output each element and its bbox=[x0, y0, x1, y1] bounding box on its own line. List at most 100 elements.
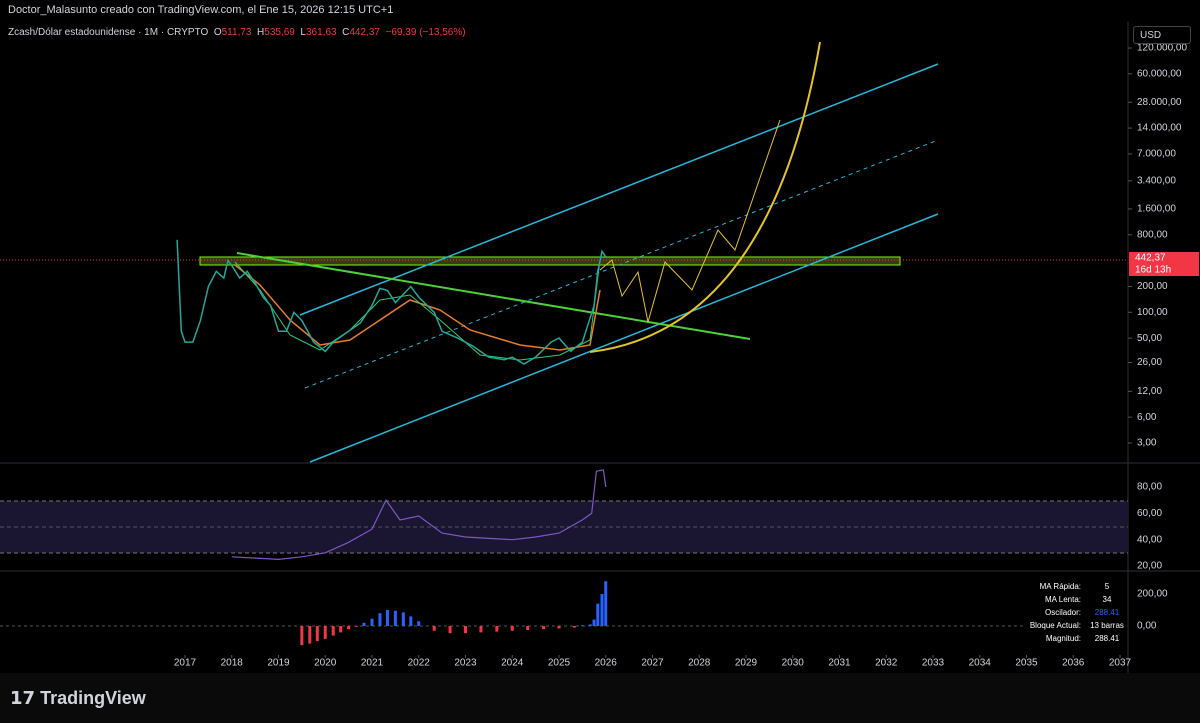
channel-mid bbox=[304, 139, 939, 389]
rsi-tick-label: 60,00 bbox=[1137, 508, 1162, 519]
macd-tick-label: 0,00 bbox=[1137, 621, 1157, 632]
macd-bar bbox=[542, 626, 546, 630]
macd-bar bbox=[495, 626, 499, 632]
time-tick-label: 2022 bbox=[408, 658, 431, 669]
macd-bar bbox=[378, 613, 382, 626]
legend: Zcash/Dólar estadounidense · 1M · CRYPTO… bbox=[8, 27, 466, 38]
rsi-tick-label: 20,00 bbox=[1137, 561, 1162, 572]
price-tick-label: 120.000,00 bbox=[1137, 43, 1187, 54]
table-key: Bloque Actual: bbox=[1029, 621, 1081, 630]
c-label: C bbox=[342, 27, 350, 38]
time-tick-label: 2021 bbox=[361, 658, 384, 669]
price-tick-label: 1.600,00 bbox=[1137, 204, 1176, 215]
ma-slow bbox=[234, 264, 601, 351]
h-label: H bbox=[257, 27, 265, 38]
macd-bar bbox=[572, 626, 576, 628]
price-line bbox=[176, 239, 607, 365]
price-tick-label: 26,00 bbox=[1137, 357, 1162, 368]
price-tick-label: 6,00 bbox=[1137, 412, 1157, 423]
time-tick-label: 2024 bbox=[501, 658, 524, 669]
o-label: O bbox=[213, 27, 222, 38]
macd-bar bbox=[592, 619, 596, 626]
macd-bar bbox=[300, 626, 304, 646]
channel-lower bbox=[309, 213, 939, 463]
last-price: 442,37 bbox=[1135, 253, 1166, 264]
macd-bar bbox=[385, 610, 389, 626]
time-tick-label: 2027 bbox=[641, 658, 664, 669]
symbol: Zcash/Dólar estadounidense · 1M · CRYPTO bbox=[8, 27, 209, 38]
macd-bar bbox=[596, 603, 600, 626]
rsi-tick-label: 80,00 bbox=[1137, 482, 1162, 493]
macd-bar bbox=[588, 624, 592, 626]
macd-bar bbox=[479, 626, 483, 633]
price-tick-label: 60.000,00 bbox=[1137, 68, 1182, 79]
chart-bg bbox=[0, 22, 1128, 673]
time-tick-label: 2028 bbox=[688, 658, 711, 669]
projection-curve bbox=[589, 41, 821, 353]
price-tick-label: 800,00 bbox=[1137, 229, 1168, 240]
macd-bar bbox=[526, 626, 530, 630]
time-tick-label: 2035 bbox=[1015, 658, 1038, 669]
price-tick-label: 100,00 bbox=[1137, 307, 1168, 318]
footer-bar bbox=[0, 673, 1200, 723]
time-tick-label: 2026 bbox=[595, 658, 618, 669]
time-tick-label: 2033 bbox=[922, 658, 945, 669]
price-tick-label: 50,00 bbox=[1137, 333, 1162, 344]
price-tick-label: 7.000,00 bbox=[1137, 149, 1176, 160]
zone-box bbox=[199, 256, 901, 266]
channel-upper bbox=[299, 63, 939, 316]
time-tick-label: 2018 bbox=[221, 658, 244, 669]
macd-bar bbox=[580, 625, 584, 626]
macd-bar bbox=[510, 626, 514, 631]
macd-bar bbox=[362, 622, 366, 626]
macd-bar bbox=[604, 581, 608, 626]
ma-fast bbox=[234, 259, 601, 361]
table-row: MA Lenta: 34 bbox=[1023, 593, 1127, 606]
table-value: 13 barras bbox=[1090, 621, 1124, 630]
macd-bar bbox=[409, 616, 413, 626]
table-row: Bloque Actual: 13 barras bbox=[1023, 619, 1127, 632]
macd-bar bbox=[308, 626, 312, 644]
price-tag bbox=[1129, 252, 1199, 276]
macd-bar bbox=[315, 626, 319, 642]
macd-bar bbox=[401, 612, 405, 626]
table-value: 5 bbox=[1104, 582, 1110, 591]
time-tick-label: 2017 bbox=[174, 658, 197, 669]
time-tick-label: 2029 bbox=[735, 658, 758, 669]
time-tick-label: 2037 bbox=[1109, 658, 1132, 669]
time-tick-label: 2025 bbox=[548, 658, 571, 669]
price-tick-label: 28.000,00 bbox=[1137, 97, 1182, 108]
high: 535,69 bbox=[264, 27, 295, 38]
macd-bar bbox=[347, 626, 351, 630]
table-value: 34 bbox=[1102, 595, 1112, 604]
table-key: MA Lenta: bbox=[1044, 595, 1081, 604]
brand-name: TradingView bbox=[40, 688, 146, 708]
currency-button[interactable]: USD bbox=[1133, 26, 1191, 44]
macd-bar bbox=[600, 594, 604, 626]
macd-bar bbox=[331, 626, 335, 636]
time-tick-label: 2019 bbox=[267, 658, 290, 669]
low: 361,63 bbox=[305, 27, 337, 38]
time-tick-label: 2023 bbox=[454, 658, 477, 669]
macd-bar bbox=[323, 626, 327, 639]
table-value: 288.41 bbox=[1094, 634, 1120, 643]
table-row: Magnitud: 288.41 bbox=[1023, 632, 1127, 645]
time-tick-label: 2020 bbox=[314, 658, 337, 669]
macd-bar bbox=[432, 626, 436, 631]
macd-bar bbox=[464, 626, 467, 634]
time-tick-label: 2036 bbox=[1062, 658, 1085, 669]
price-tick-label: 3,00 bbox=[1137, 438, 1157, 449]
close: 442,37 bbox=[349, 27, 380, 38]
macd-bar bbox=[370, 618, 374, 626]
change: −69,39 (−13,56%) bbox=[385, 27, 466, 38]
macd-bar bbox=[557, 626, 561, 629]
time-tick-label: 2031 bbox=[828, 658, 851, 669]
time-tick-label: 2034 bbox=[969, 658, 992, 669]
table-key: Magnitud: bbox=[1045, 634, 1081, 643]
macd-bar bbox=[339, 626, 343, 633]
trend-line bbox=[236, 252, 751, 340]
projection-path bbox=[599, 119, 781, 323]
macd-bar bbox=[417, 621, 421, 626]
